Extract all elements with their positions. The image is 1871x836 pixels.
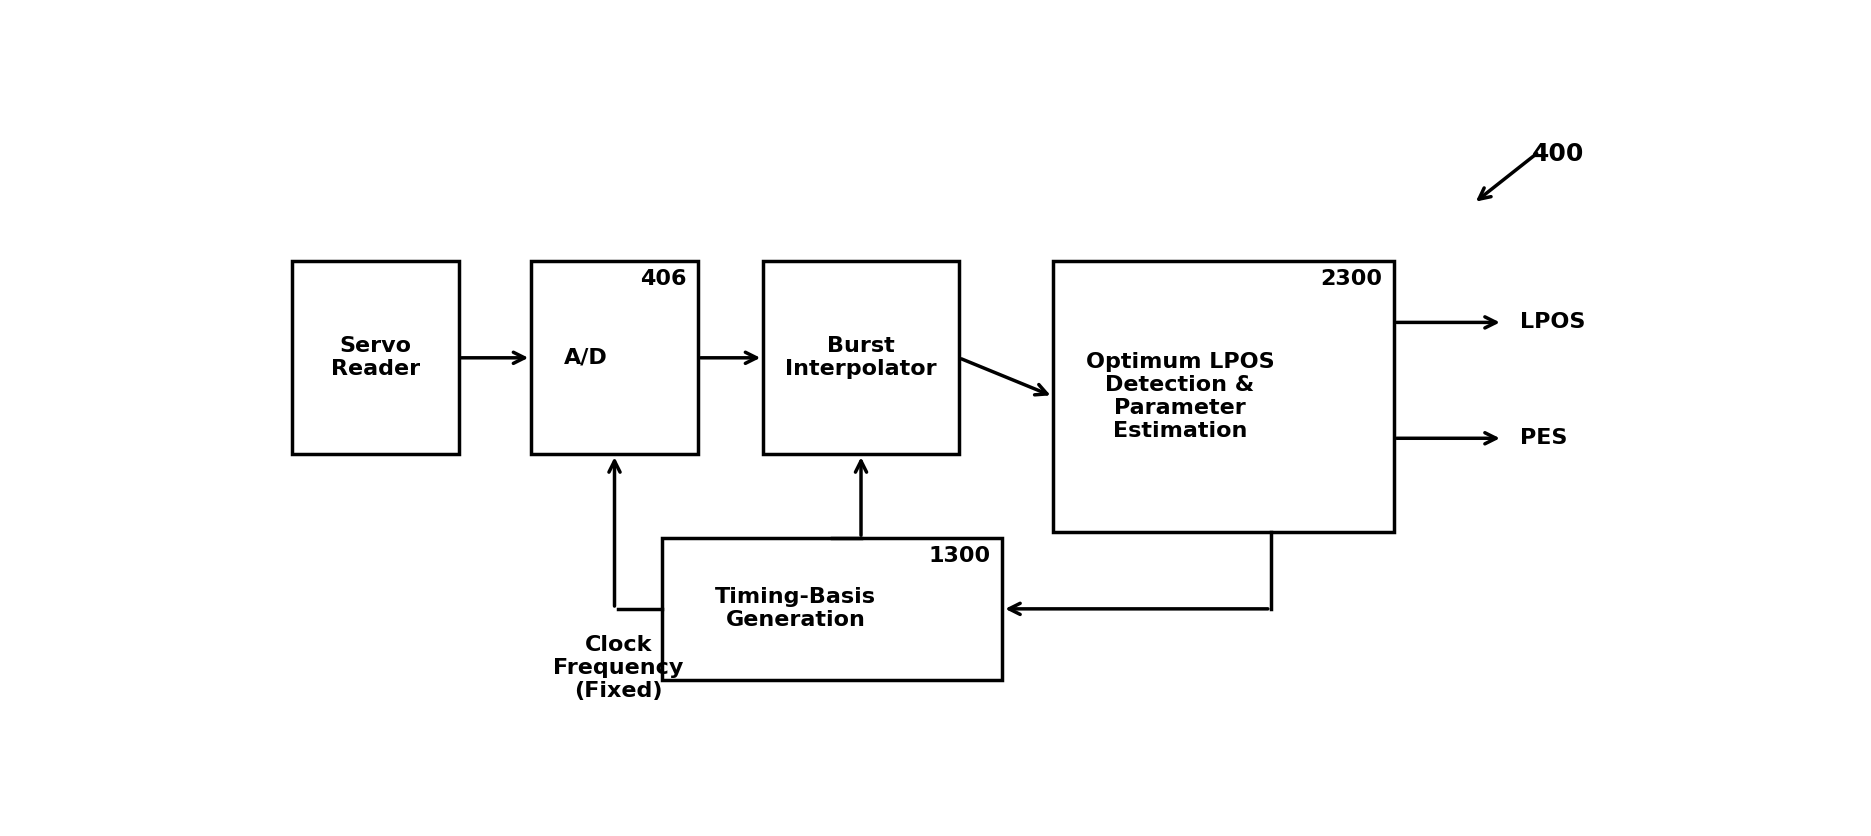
Text: Burst
Interpolator: Burst Interpolator <box>786 336 937 380</box>
Text: A/D: A/D <box>563 348 608 368</box>
FancyBboxPatch shape <box>662 538 1003 680</box>
FancyBboxPatch shape <box>1053 261 1394 532</box>
FancyBboxPatch shape <box>763 261 958 455</box>
FancyBboxPatch shape <box>531 261 698 455</box>
Text: 400: 400 <box>1532 142 1585 166</box>
Text: Optimum LPOS
Detection &
Parameter
Estimation: Optimum LPOS Detection & Parameter Estim… <box>1085 352 1274 441</box>
Text: 1300: 1300 <box>928 546 992 566</box>
Text: 2300: 2300 <box>1321 269 1383 289</box>
Text: Timing-Basis
Generation: Timing-Basis Generation <box>715 587 876 630</box>
FancyBboxPatch shape <box>292 261 458 455</box>
Text: PES: PES <box>1519 428 1568 448</box>
Text: LPOS: LPOS <box>1519 313 1585 333</box>
Text: Clock
Frequency
(Fixed): Clock Frequency (Fixed) <box>554 635 683 701</box>
Text: Servo
Reader: Servo Reader <box>331 336 419 380</box>
Text: 406: 406 <box>640 269 687 289</box>
